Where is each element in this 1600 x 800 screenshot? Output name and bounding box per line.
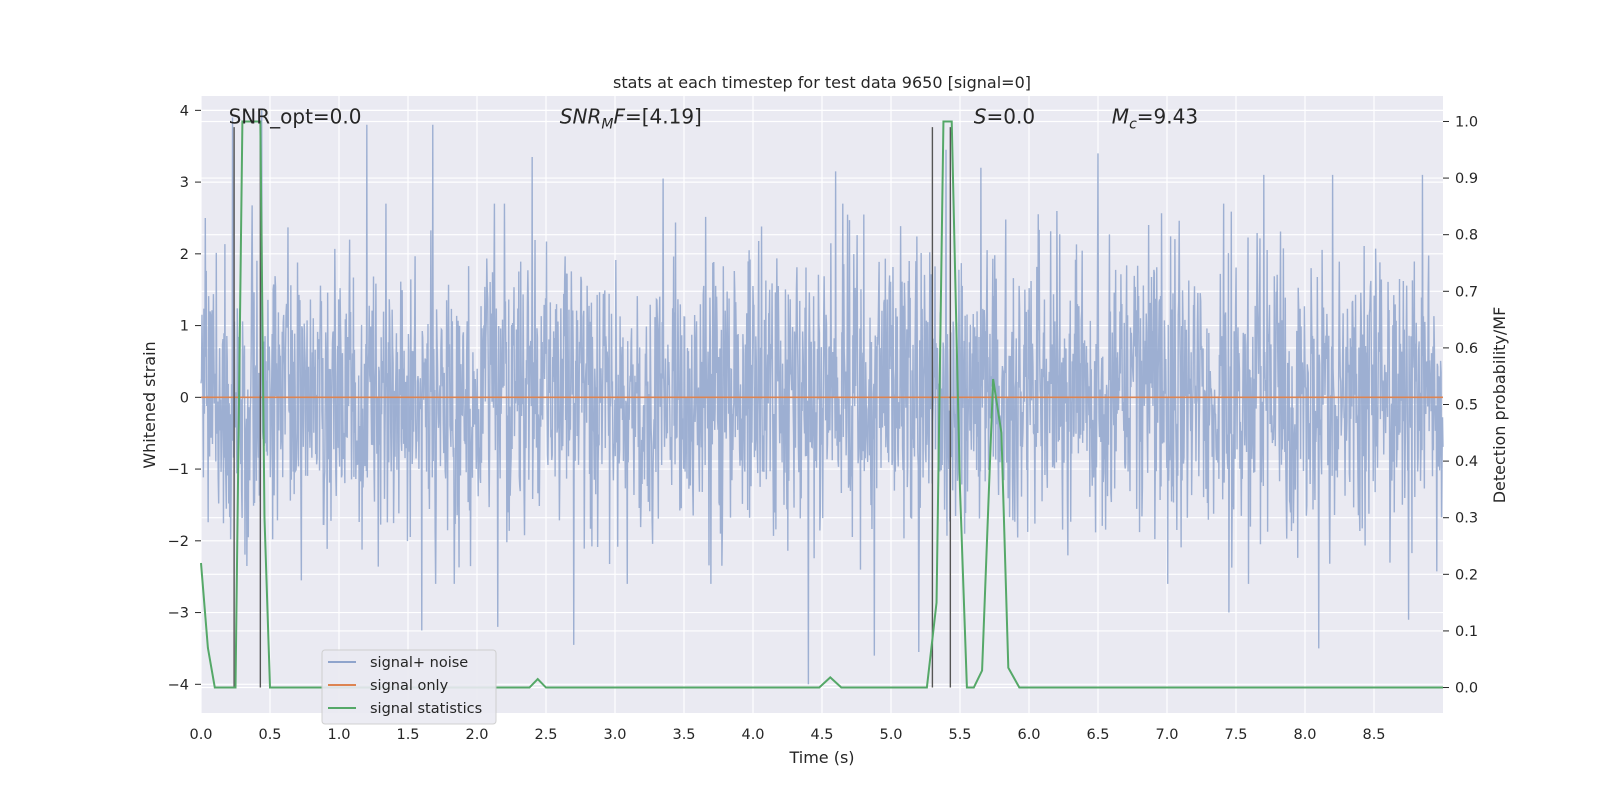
x-tick-label: 8.5 [1362,727,1385,743]
y-right-tick-label: 0.1 [1455,624,1478,640]
y-tick-label: 4 [180,103,189,119]
y-right-tick-label: 1.0 [1455,114,1478,130]
y-tick-label: −2 [168,534,189,550]
y-right-tick-label: 0.8 [1455,228,1478,244]
signal-noise-series [200,110,1444,685]
y-right-tick-label: 0.0 [1455,681,1478,697]
y-tick-label: 1 [180,319,189,335]
annotation-snr-opt: SNR_opt=0.0 [229,105,362,129]
x-tick-label: 0.0 [189,727,212,743]
chart-title: stats at each timestep for test data 965… [613,73,1031,92]
x-tick-label: 8.0 [1293,727,1316,743]
signal-statistics-line [200,120,1443,689]
x-tick-label: 6.5 [1086,727,1109,743]
legend: signal+ noise signal only signal statist… [321,649,497,725]
legend-box [321,649,497,725]
signal-noise-line [200,110,1444,685]
annotation-s: S=0.0 [974,105,1035,129]
legend-label-noise: signal+ noise [370,655,468,671]
x-tick-label: 2.0 [465,727,488,743]
y-tick-label: −4 [168,677,189,693]
y-right-tick-label: 0.5 [1455,398,1478,414]
x-tick-label: 3.0 [603,727,626,743]
y-right-tick-label: 0.2 [1455,567,1478,583]
legend-label-stats: signal statistics [370,701,482,717]
x-tick-label: 3.5 [672,727,695,743]
x-tick-label: 4.5 [810,727,833,743]
x-tick-label: 4.0 [741,727,764,743]
y-tick-label: −3 [168,606,189,622]
y-right-tick-label: 0.7 [1455,284,1478,300]
y-tick-label: −1 [168,462,189,478]
x-tick-label: 5.0 [879,727,902,743]
y-right-tick-label: 0.4 [1455,454,1478,470]
y-tick-label: 2 [180,247,189,263]
x-tick-label: 5.5 [948,727,971,743]
x-tick-label: 6.0 [1017,727,1040,743]
x-axis-label: Time (s) [788,748,854,767]
annotation-mc: Mc=9.43 [1112,105,1198,133]
y-axis-label: Whitened strain [140,341,159,468]
x-tick-label: 0.5 [258,727,281,743]
x-tick-label: 7.0 [1155,727,1178,743]
y-tick-label: 0 [180,390,189,406]
y-right-tick-label: 0.9 [1455,171,1478,187]
ticks: 0.0 0.5 1.0 1.5 2.0 2.5 3.0 3.5 4.0 4.5 5.0 5.5 6.0 6… [168,103,1478,743]
y-right-tick-label: 0.6 [1455,341,1478,357]
legend-label-signal: signal only [370,678,449,694]
x-tick-label: 1.0 [327,727,350,743]
y-right-tick-label: 0.3 [1455,511,1478,527]
x-tick-label: 1.5 [396,727,419,743]
annotations: SNR_opt=0.0 SNRMF=[4.19] S=0.0 Mc=9.43 [229,105,1198,133]
y-tick-label: 3 [180,175,189,191]
signal-statistics-series [200,120,1443,689]
x-tick-label: 7.5 [1224,727,1247,743]
x-tick-label: 2.5 [534,727,557,743]
vertical-markers [233,127,952,688]
annotation-snr-mf: SNRMF=[4.19] [560,105,702,133]
y-right-axis-label: Detection probability/MF [1490,307,1509,504]
